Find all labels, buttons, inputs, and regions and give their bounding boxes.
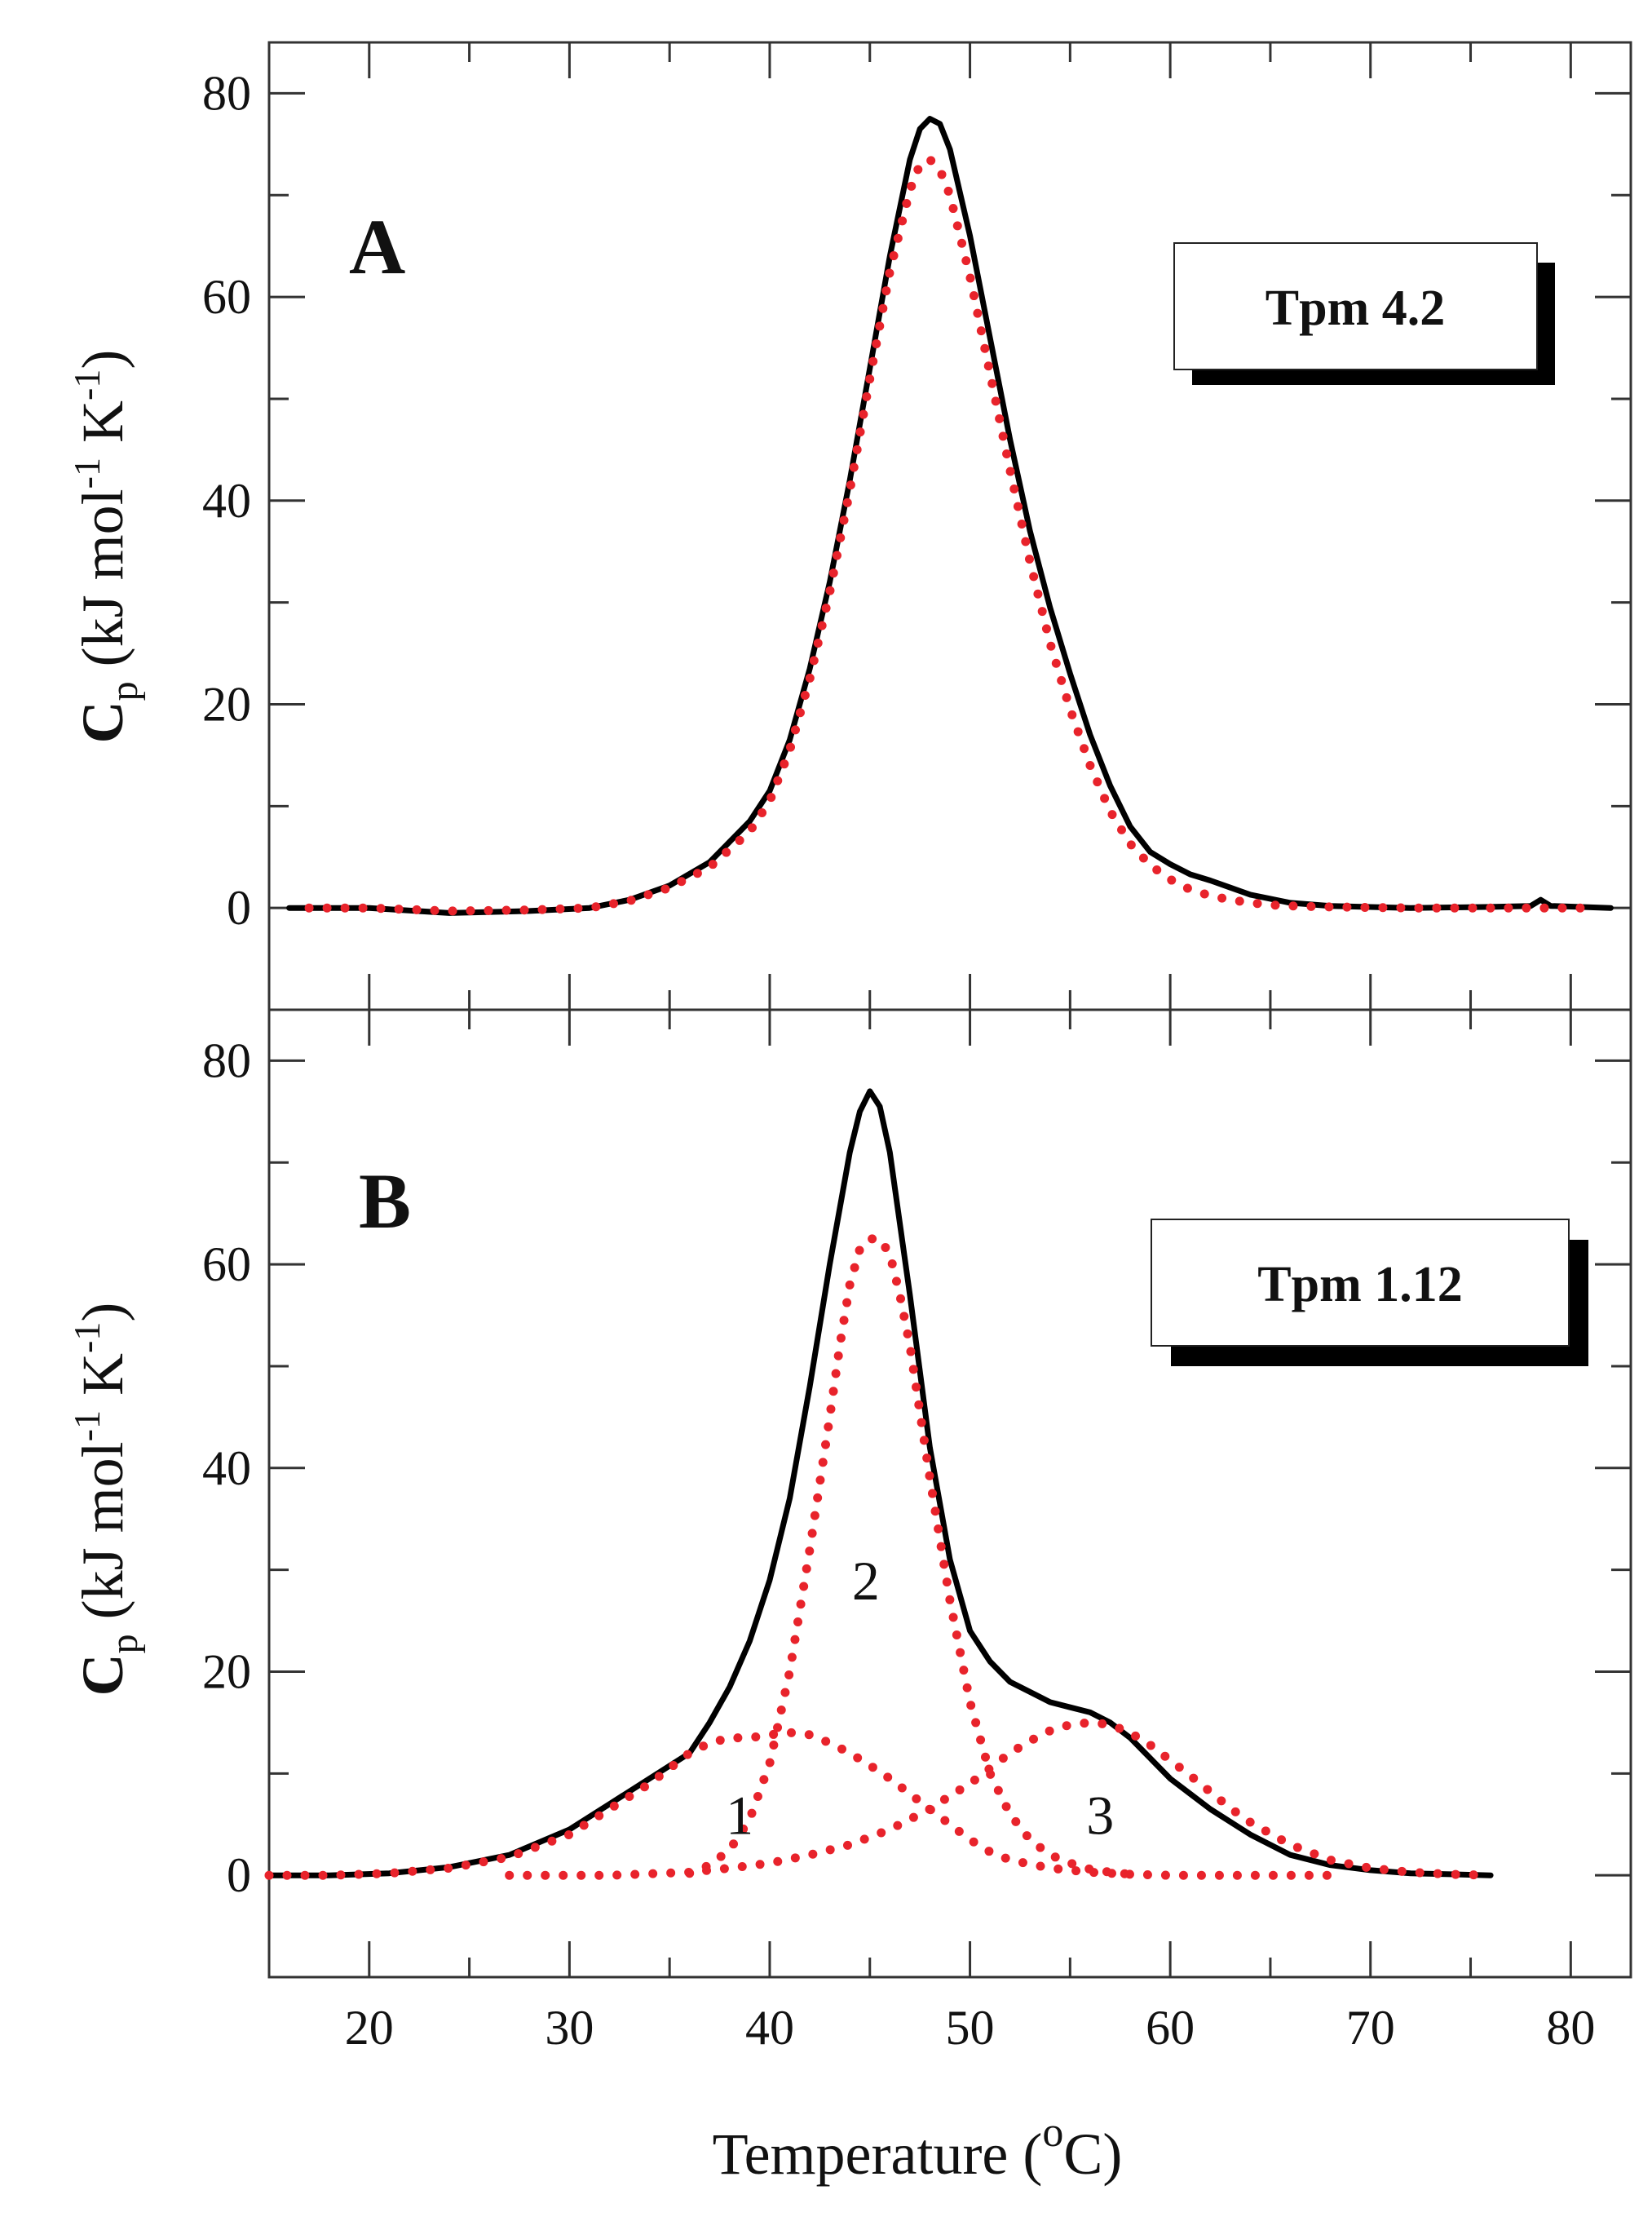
x-axis-title: Temperature (oC)	[713, 2109, 1123, 2187]
panel-a-ticks	[269, 42, 1631, 1010]
panel-b-peak-labels: 1 2 3	[726, 1550, 1114, 1846]
panel-a-ytick-label: 60	[202, 270, 251, 324]
peak-label-2: 2	[852, 1550, 880, 1612]
panel-a-ylabel-sup1: -1	[66, 458, 108, 489]
xlabel-sup: o	[1042, 2109, 1063, 2156]
panel-b: 0 20 40 60 80 20 30 40 50 60 70 80 1 2 3 B Tpm 1.12 C…	[66, 1008, 1632, 2187]
panel-a-ylabel-mid: K	[70, 400, 135, 458]
panel-b-frame	[267, 1008, 1632, 1979]
panel-b-legend-text: Tpm 1.12	[1257, 1257, 1462, 1312]
panel-b-ylabel-sup2: -1	[66, 1322, 108, 1353]
panel-a-ytick-label: 40	[202, 474, 251, 528]
panel-b-ytick-label: 80	[202, 1033, 251, 1087]
panel-a-tick-labels: 0 20 40 60 80	[202, 66, 251, 935]
panel-a-legend-box	[1173, 242, 1538, 370]
panel-a-ylabel-rest: (kJ mol	[70, 489, 135, 681]
panel-b-ylabel-mid: K	[70, 1353, 135, 1410]
panel-b-ytick-label: 40	[202, 1441, 251, 1495]
panel-b-ytick-label: 60	[202, 1237, 251, 1291]
panel-b-ylabel-sup1: -1	[66, 1410, 108, 1441]
panel-b-ylabel-sub: p	[103, 1634, 146, 1653]
xtick-label: 40	[745, 2001, 794, 2055]
panel-a-series-experimental-line	[286, 116, 1614, 916]
xtick-label: 30	[545, 2001, 594, 2055]
panel-b-series-component-1-line	[264, 1728, 1336, 1880]
panel-b-legend-box	[1151, 1219, 1570, 1347]
panel-a-legend-text: Tpm 4.2	[1266, 281, 1445, 336]
panel-b-legend: Tpm 1.12	[1151, 1219, 1588, 1366]
panel-a-ylabel-sup2: -1	[66, 369, 108, 400]
panel-a-ytick-label: 20	[202, 677, 251, 731]
panel-b-series-component-2-line	[685, 1234, 1135, 1879]
panel-b-ticks	[269, 1010, 1631, 1977]
panel-b-ylabel-rest: (kJ mol	[70, 1441, 135, 1634]
panel-b-ytick-label: 20	[202, 1644, 251, 1698]
peak-label-3: 3	[1086, 1784, 1114, 1846]
panel-a-ylabel-sub: p	[103, 681, 146, 701]
peak-label-1: 1	[726, 1784, 753, 1846]
panel-a-ylabel-main: C	[70, 701, 135, 743]
panel-b-ylabel-main: C	[70, 1653, 135, 1696]
panel-a-ylabel-close: )	[70, 350, 135, 369]
panel-a-ytick-label: 80	[202, 66, 251, 120]
xtick-label: 50	[946, 2001, 995, 2055]
panel-a-ytick-label: 0	[227, 881, 251, 935]
panel-b-ylabel-close: )	[70, 1303, 135, 1322]
panel-b-series-experimental-line	[266, 1088, 1494, 1878]
panel-b-series-component-3-line	[505, 1718, 1495, 1880]
panel-a-letter: A	[349, 203, 405, 290]
panel-b-series	[264, 1088, 1495, 1880]
panel-b-y-axis-title: Cp (kJ mol-1 K-1)	[66, 1303, 146, 1697]
xtick-label: 60	[1146, 2001, 1195, 2055]
xtick-label: 20	[345, 2001, 394, 2055]
panel-b-letter: B	[359, 1157, 411, 1245]
xtick-label: 80	[1546, 2001, 1595, 2055]
xtick-label: 70	[1346, 2001, 1395, 2055]
panel-b-tick-labels: 0 20 40 60 80 20 30 40 50 60 70 80	[202, 1033, 1595, 2055]
xlabel-main: Temperature (	[713, 2121, 1043, 2187]
panel-a-y-axis-title: Cp (kJ mol-1 K-1)	[66, 350, 146, 744]
panel-b-ytick-label: 0	[227, 1848, 251, 1902]
panel-a-legend: Tpm 4.2	[1173, 242, 1555, 385]
xlabel-end: C)	[1063, 2121, 1122, 2187]
panel-a-series	[286, 116, 1614, 916]
